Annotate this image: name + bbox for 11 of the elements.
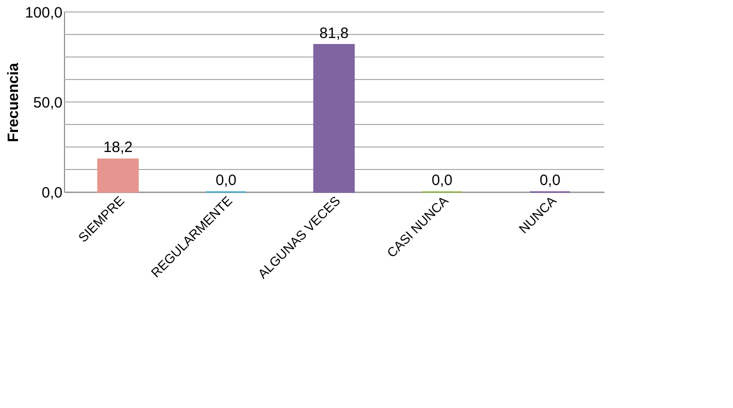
data-label: 81,8 (319, 24, 349, 42)
y-tick-label: 100,0 (24, 4, 62, 22)
y-tick-label: 0,0 (42, 184, 62, 202)
data-label: 18,2 (103, 139, 133, 156)
bar (313, 44, 355, 193)
y-tick-label: 50,0 (33, 94, 62, 112)
y-axis-title: Frecuencia (4, 62, 22, 142)
data-label: 0,0 (540, 172, 560, 189)
data-label: 0,0 (432, 172, 452, 189)
bar (97, 158, 139, 193)
data-label: 0,0 (216, 172, 236, 189)
